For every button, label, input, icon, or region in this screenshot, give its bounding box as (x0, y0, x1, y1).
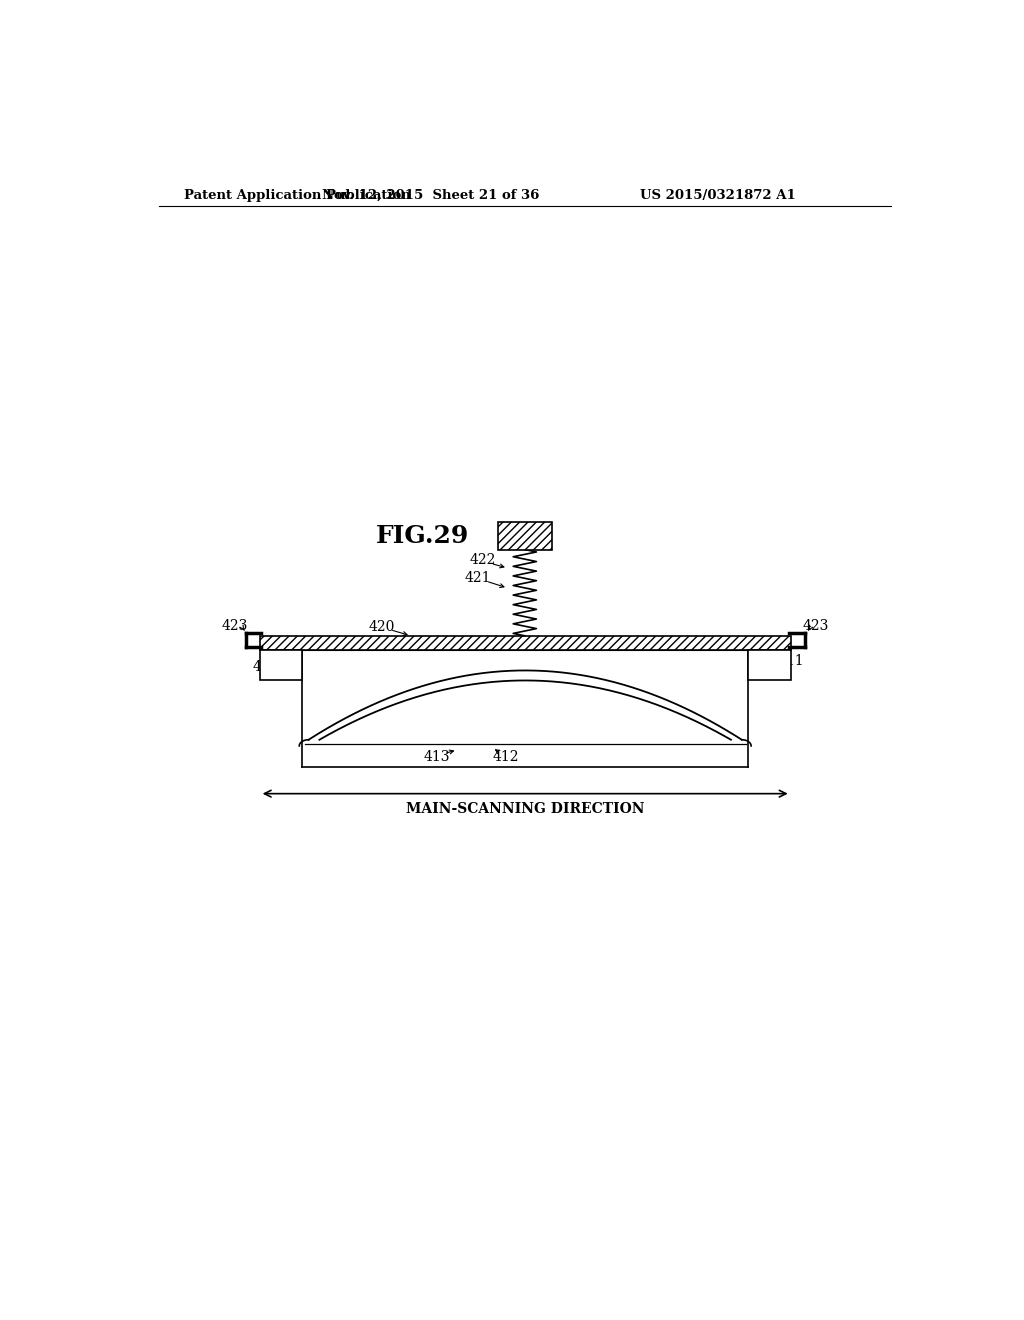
Text: 410: 410 (253, 660, 280, 673)
Bar (260, 636, 791, 649)
Text: 411: 411 (777, 655, 804, 668)
Text: 413: 413 (423, 751, 450, 764)
Bar (498, 521, 552, 549)
Text: US 2015/0321872 A1: US 2015/0321872 A1 (640, 189, 796, 202)
Bar (498, 521, 552, 549)
Text: FIG.29: FIG.29 (376, 524, 469, 548)
Text: 423: 423 (803, 619, 829, 632)
Text: 422: 422 (470, 553, 497, 568)
Text: 420: 420 (369, 619, 395, 634)
Bar (260, 649, 302, 681)
Text: 423: 423 (222, 619, 248, 632)
Text: 421: 421 (465, 572, 492, 585)
Text: MAIN-SCANNING DIRECTION: MAIN-SCANNING DIRECTION (406, 803, 644, 816)
Bar (260, 636, 791, 649)
Text: 412: 412 (493, 751, 519, 764)
Text: Nov. 12, 2015  Sheet 21 of 36: Nov. 12, 2015 Sheet 21 of 36 (322, 189, 539, 202)
Text: Patent Application Publication: Patent Application Publication (183, 189, 411, 202)
Bar (748, 649, 791, 681)
